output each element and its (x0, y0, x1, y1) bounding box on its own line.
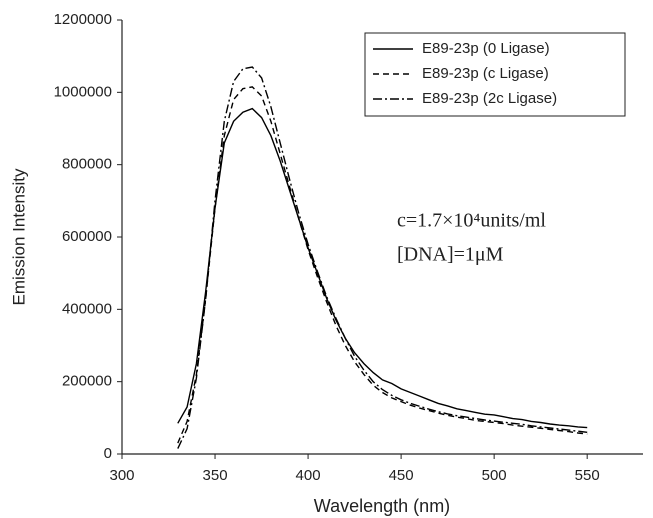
line-series (177, 66, 588, 449)
y-tick-label: 200000 (62, 373, 112, 390)
legend-label: E89-23p (0 Ligase) (422, 40, 550, 57)
x-tick-label: 400 (296, 467, 321, 484)
y-tick-label: 400000 (62, 300, 112, 317)
y-tick-label: 600000 (62, 228, 112, 245)
x-tick-label: 350 (203, 467, 228, 484)
annotation: c=1.7×10⁴units/ml (397, 210, 546, 232)
y-axis-title: Emission Intensity (9, 168, 28, 305)
y-tick-label: 1200000 (54, 11, 112, 28)
y-tick-label: 800000 (62, 156, 112, 173)
y-tick-label: 0 (104, 445, 112, 462)
x-axis-title: Wavelength (nm) (314, 496, 450, 516)
line-series (177, 107, 588, 429)
x-tick-label: 450 (389, 467, 414, 484)
legend-label: E89-23p (c Ligase) (422, 65, 549, 82)
annotation: [DNA]=1μM (397, 244, 504, 266)
x-tick-label: 550 (575, 467, 600, 484)
x-tick-label: 300 (109, 467, 134, 484)
x-tick-label: 500 (482, 467, 507, 484)
legend-label: E89-23p (2c Ligase) (422, 90, 557, 107)
y-tick-label: 1000000 (54, 83, 112, 100)
line-series (177, 86, 588, 444)
